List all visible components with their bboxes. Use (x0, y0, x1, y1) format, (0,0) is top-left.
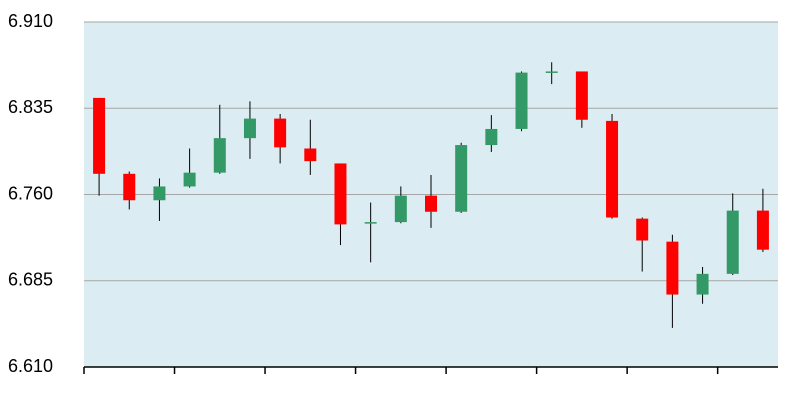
y-tick-label: 6.685 (8, 270, 53, 290)
candle-body (364, 222, 377, 224)
candle-body (153, 186, 166, 201)
candle-body (274, 118, 287, 148)
candle-body (756, 210, 769, 250)
candle-body (213, 138, 226, 173)
candle-body (455, 145, 468, 212)
candle-body (666, 241, 679, 295)
candle-body (636, 218, 649, 241)
y-tick-label: 6.835 (8, 97, 53, 117)
candle-body (183, 172, 196, 187)
candle-body (243, 118, 256, 139)
candle-body (515, 72, 528, 129)
y-tick-label: 6.760 (8, 183, 53, 203)
y-tick-label: 6.610 (8, 356, 53, 376)
candle-body (575, 71, 588, 120)
candle-body (696, 273, 709, 295)
candle-body (606, 120, 619, 218)
candle-body (334, 163, 347, 225)
candle-body (726, 210, 739, 274)
candle-body (394, 195, 407, 223)
candle-body (545, 71, 558, 73)
candle-body (485, 128, 498, 146)
candle-body (123, 173, 136, 201)
candle-body (425, 195, 437, 212)
y-tick-label: 6.910 (8, 11, 53, 31)
candle-body (93, 97, 106, 174)
candle-body (304, 148, 317, 162)
